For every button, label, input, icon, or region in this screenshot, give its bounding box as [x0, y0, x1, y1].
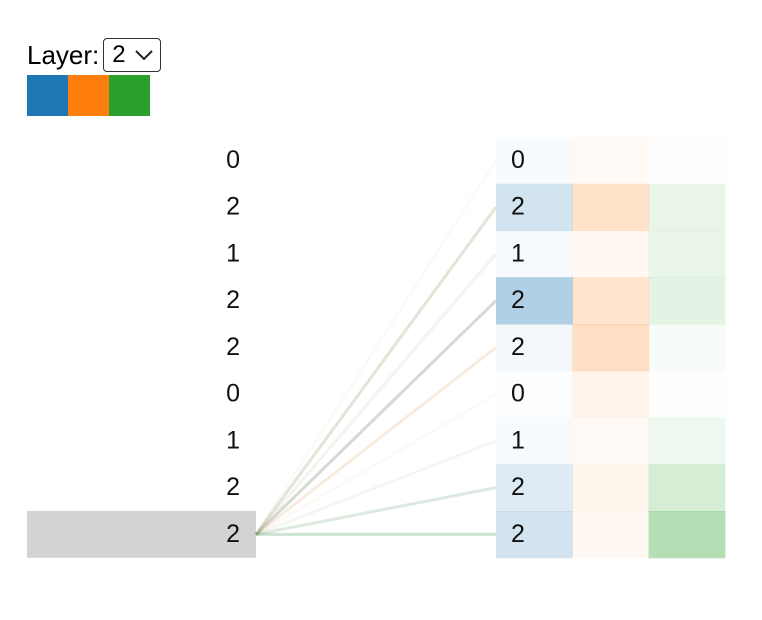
attention-cell-6-head-1: [572, 417, 650, 465]
attention-cell-8-head-2: [648, 511, 726, 559]
left-token-row-7[interactable]: [27, 464, 256, 511]
right-token-5: 0: [511, 380, 525, 408]
attention-cell-7-head-0: [496, 464, 573, 512]
left-token-row-1[interactable]: [27, 184, 256, 231]
attention-line-1-head-0: [254, 206, 498, 536]
right-token-row-6[interactable]: [496, 418, 572, 465]
layer-select-value: 2: [112, 41, 126, 68]
attention-line-7-head-2: [255, 486, 497, 536]
attention-cell-4-head-2: [649, 324, 726, 371]
left-token-1: 2: [226, 193, 240, 221]
right-token-row-4[interactable]: [496, 324, 572, 371]
left-token-row-6[interactable]: [27, 418, 256, 465]
attention-cell-1-head-0: [496, 183, 573, 231]
left-token-row-5[interactable]: [27, 371, 256, 418]
left-token-row-3[interactable]: [27, 277, 256, 324]
attention-line-3-head-0: [254, 299, 498, 536]
left-token-row-2[interactable]: [27, 231, 256, 278]
attention-cell-4-head-1: [572, 324, 650, 372]
selected-token-highlight: [27, 511, 256, 558]
right-token-row-3[interactable]: [496, 277, 572, 324]
attention-cell-2-head-1: [572, 230, 650, 278]
right-token-row-0[interactable]: [496, 137, 572, 184]
right-token-1: 2: [511, 193, 525, 221]
attention-cell-1-head-2: [648, 183, 726, 231]
attention-line-4-head-2: [256, 347, 496, 534]
head-swatch-0[interactable]: [27, 75, 68, 116]
attention-line-0-head-2: [256, 160, 496, 534]
attention-cell-0-head-1: [572, 137, 650, 185]
head-color-swatches: [27, 75, 150, 116]
attention-cell-3-head-1: [572, 277, 650, 325]
left-token-2: 1: [226, 239, 240, 267]
right-token-2: 1: [511, 239, 525, 267]
attention-cell-3-head-0: [496, 277, 573, 325]
attention-line-5-head-2: [256, 394, 496, 534]
left-token-7: 2: [226, 473, 240, 501]
attention-cell-1-head-1: [572, 183, 650, 231]
right-token-3: 2: [511, 286, 525, 314]
attention-line-3-head-1: [254, 299, 498, 536]
attention-cell-5-head-1: [572, 370, 650, 418]
attention-cell-6-head-2: [648, 417, 726, 465]
attention-cell-8-head-0: [496, 511, 573, 559]
attention-cell-4-head-0: [496, 324, 573, 372]
layer-control: Layer: 2: [27, 38, 161, 72]
left-token-4: 2: [226, 333, 240, 361]
attention-cell-7-head-2: [648, 464, 726, 512]
layer-select[interactable]: 2: [103, 38, 161, 72]
left-token-8: 2: [226, 520, 240, 548]
left-token-row-4[interactable]: [27, 324, 256, 371]
right-token-4: 2: [511, 333, 525, 361]
left-token-3: 2: [226, 286, 240, 314]
right-token-row-1[interactable]: [496, 184, 572, 231]
right-token-row-2[interactable]: [496, 231, 572, 278]
right-token-row-7[interactable]: [496, 464, 572, 511]
left-token-6: 1: [226, 426, 240, 454]
left-token-row-8[interactable]: [27, 511, 256, 558]
head-swatch-1[interactable]: [68, 75, 109, 116]
attention-cell-2-head-2: [648, 230, 726, 278]
right-token-row-5[interactable]: [496, 371, 572, 418]
attention-cell-7-head-1: [572, 464, 650, 512]
attention-line-1-head-1: [254, 206, 498, 536]
attention-cell-5-head-2: [649, 371, 726, 418]
right-token-8: 2: [511, 520, 525, 548]
attention-line-3-head-2: [254, 299, 498, 536]
right-token-row-8[interactable]: [496, 511, 572, 558]
attention-cell-2-head-0: [496, 230, 573, 278]
attention-line-2-head-2: [254, 252, 498, 536]
left-token-5: 0: [226, 380, 240, 408]
attention-line-1-head-2: [254, 206, 498, 536]
attention-cell-8-head-1: [572, 511, 650, 559]
attention-cell-3-head-2: [648, 277, 726, 325]
right-token-0: 0: [511, 146, 525, 174]
chevron-down-icon: [134, 50, 153, 61]
left-token-0: 0: [226, 146, 240, 174]
head-swatch-2[interactable]: [109, 75, 150, 116]
right-token-7: 2: [511, 473, 525, 501]
left-token-row-0[interactable]: [27, 137, 256, 184]
right-token-6: 1: [511, 426, 525, 454]
attention-cell-0-head-2: [649, 137, 726, 184]
attention-line-4-head-1: [255, 346, 497, 536]
layer-label: Layer:: [27, 39, 100, 70]
attention-line-7-head-0: [255, 486, 497, 536]
